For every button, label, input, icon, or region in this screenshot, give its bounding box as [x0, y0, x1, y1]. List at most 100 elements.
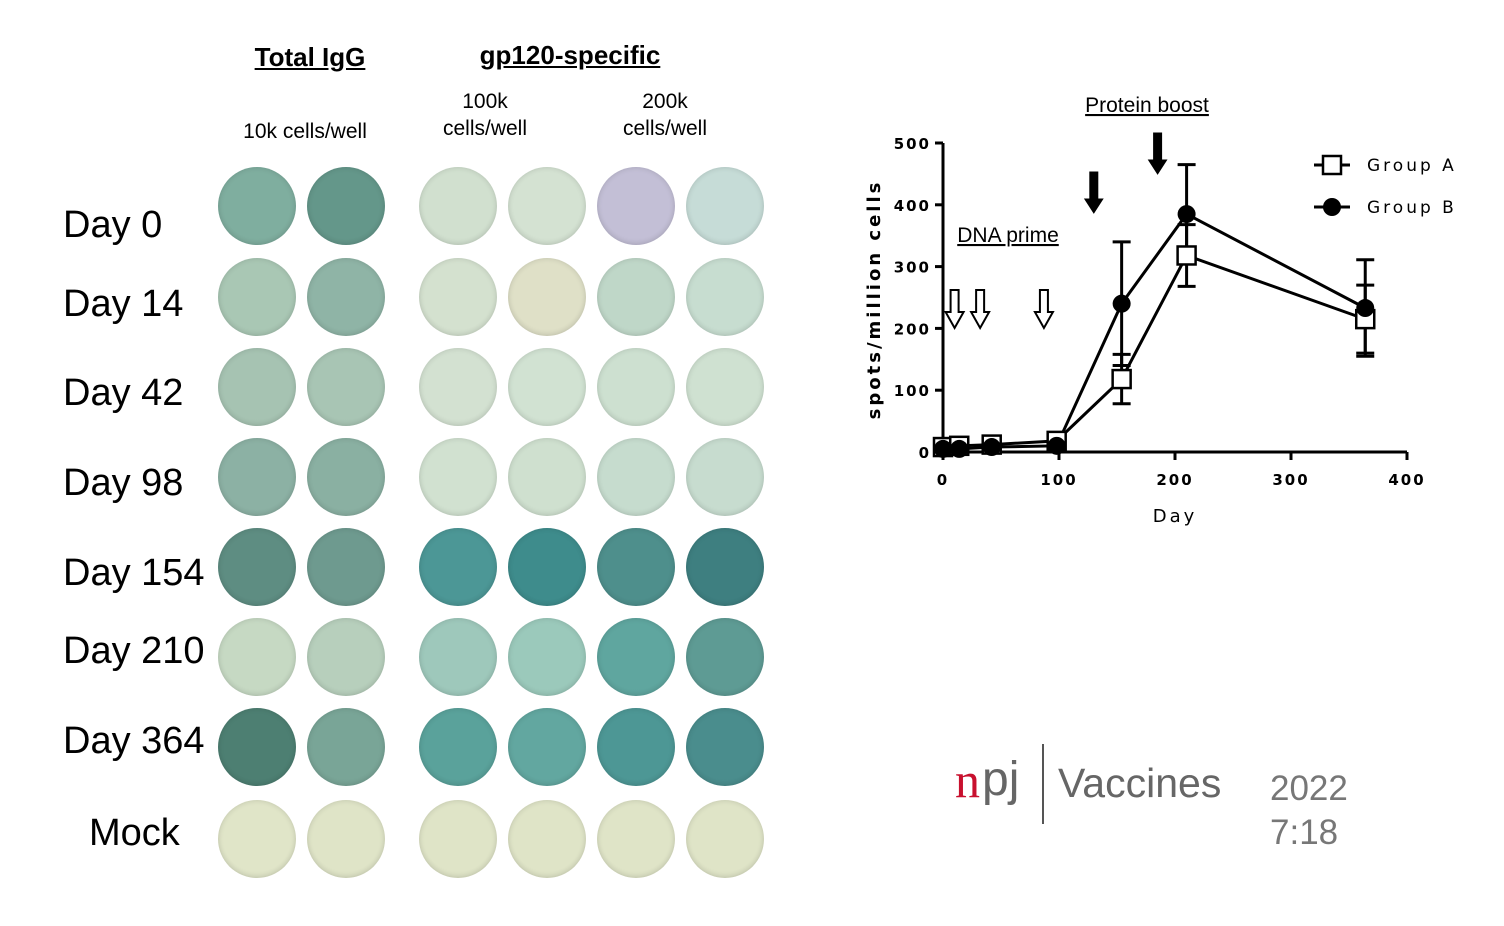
journal-citation: 2022 7:18: [1270, 769, 1348, 852]
data-point: [1356, 299, 1375, 318]
y-tick-label: 100: [894, 382, 931, 400]
elispot-well: [307, 618, 385, 696]
legend-marker-circle-icon: [1323, 198, 1341, 216]
elispot-well: [307, 258, 385, 336]
x-tick-label: 200: [1156, 471, 1193, 489]
elispot-well: [307, 528, 385, 606]
elispot-well: [307, 438, 385, 516]
row-label-day-210: Day 210: [63, 630, 205, 672]
elispot-well: [508, 258, 586, 336]
col-label-200k: 200k cells/well: [600, 88, 730, 142]
col-label-10k: 10k cells/well: [243, 120, 367, 143]
elispot-well: [218, 348, 296, 426]
dna-prime-arrow-icon: [1033, 289, 1055, 331]
elispot-well: [597, 438, 675, 516]
elispot-well: [307, 708, 385, 786]
elispot-well: [597, 167, 675, 245]
elispot-well: [218, 618, 296, 696]
elispot-well: [508, 348, 586, 426]
col-label-200k-line2: cells/well: [622, 117, 708, 140]
header-total-igg: Total IgG: [254, 42, 366, 72]
col-label-200k-line1: 200k: [642, 90, 688, 113]
row-label-day-14: Day 14: [63, 283, 184, 325]
elispot-well: [597, 800, 675, 878]
elispot-well: [419, 800, 497, 878]
data-point: [950, 439, 969, 458]
series-line: [943, 212, 1366, 451]
row-label-day-154: Day 154: [63, 552, 205, 594]
elispot-well: [597, 528, 675, 606]
row-label-day-42: Day 42: [63, 372, 184, 414]
elispot-well: [218, 528, 296, 606]
elispot-well: [307, 800, 385, 878]
elispot-well: [419, 618, 497, 696]
legend-label: Group B: [1367, 198, 1457, 218]
y-tick-label: 0: [919, 444, 931, 462]
elispot-well: [686, 348, 764, 426]
data-point: [1112, 294, 1131, 313]
elispot-well: [218, 438, 296, 516]
col-label-100k-line2: cells/well: [442, 117, 528, 140]
elispot-well: [419, 528, 497, 606]
elispot-well: [419, 258, 497, 336]
y-tick-label: 300: [894, 259, 931, 277]
col-label-100k-line1: 100k: [462, 90, 508, 113]
x-axis-label: Day: [1153, 506, 1198, 527]
brand-divider: [1042, 744, 1044, 824]
x-tick-label: 100: [1040, 471, 1077, 489]
protein-boost-label: Protein boost: [1085, 94, 1209, 117]
elispot-well: [419, 167, 497, 245]
row-label-day-364: Day 364: [63, 720, 205, 762]
series-line: [942, 253, 1366, 449]
elispot-well: [218, 800, 296, 878]
y-tick-label: 500: [894, 135, 931, 153]
elispot-well: [508, 438, 586, 516]
x-tick-label: 0: [937, 471, 949, 489]
journal-name: Vaccines: [1058, 760, 1222, 806]
data-point: [1177, 205, 1196, 224]
row-label-day-0: Day 0: [63, 204, 163, 246]
y-tick-label: 400: [894, 197, 931, 215]
elispot-well: [686, 438, 764, 516]
dna-prime-arrow-icon: [943, 289, 966, 331]
dna-prime-label: DNA prime: [957, 224, 1059, 247]
elispot-well: [307, 167, 385, 245]
elispot-well: [686, 708, 764, 786]
elispot-well: [508, 618, 586, 696]
data-point: [1111, 368, 1132, 390]
elispot-well: [218, 167, 296, 245]
elispot-well: [218, 258, 296, 336]
header-gp120-specific: gp120-specific: [479, 40, 661, 70]
elispot-well: [419, 708, 497, 786]
npj-logo-pj: pj: [982, 753, 1020, 806]
elispot-well: [686, 528, 764, 606]
row-label-day-98: Day 98: [63, 462, 184, 504]
y-tick-label: 200: [894, 320, 931, 338]
row-label-mock: Mock: [89, 812, 180, 854]
col-label-100k: 100k cells/well: [420, 88, 550, 142]
elispot-well: [307, 348, 385, 426]
protein-boost-arrow-icon: [1147, 132, 1168, 175]
elispot-well: [686, 800, 764, 878]
elispot-well: [508, 708, 586, 786]
elispot-well: [508, 800, 586, 878]
elispot-well: [508, 528, 586, 606]
protein-boost-arrow-icon: [1083, 171, 1104, 214]
data-point: [1176, 245, 1197, 266]
elispot-well: [597, 708, 675, 786]
elispot-well: [419, 438, 497, 516]
elispot-well: [597, 258, 675, 336]
elispot-well: [597, 618, 675, 696]
npj-logo-n: n: [955, 752, 980, 808]
x-tick-label: 400: [1388, 471, 1425, 489]
elispot-well: [686, 258, 764, 336]
elispot-well: [218, 708, 296, 786]
dna-prime-arrow-icon: [969, 289, 991, 331]
x-tick-label: 300: [1272, 471, 1309, 489]
data-point: [934, 439, 952, 458]
elispot-well: [508, 167, 586, 245]
y-axis-label: spots/million cells: [864, 180, 885, 420]
data-point: [1047, 436, 1066, 455]
legend-marker-square-icon: [1321, 154, 1343, 176]
elispot-well: [686, 618, 764, 696]
